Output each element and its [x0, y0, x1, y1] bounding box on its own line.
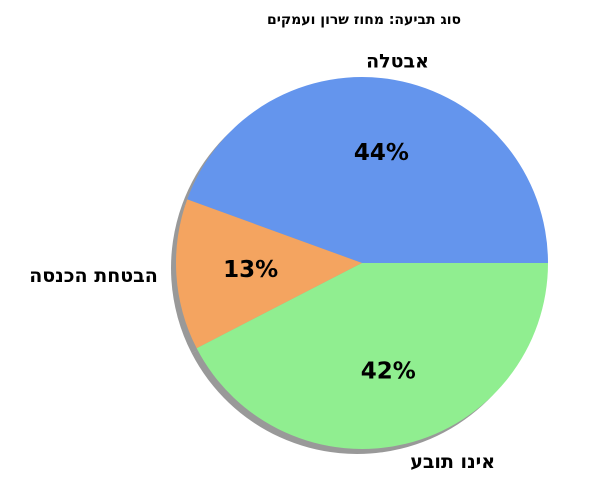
slice-category-label: אינו תובע	[410, 451, 495, 473]
slice-category-label: אבטלה	[366, 51, 429, 73]
pie-slices	[176, 77, 548, 449]
pie-slice-2	[176, 199, 362, 349]
pie-slice-1	[187, 77, 548, 263]
pie-slice-3	[196, 263, 548, 449]
pie-labels: אבטלה 44% הבטחת הכנסה 13% אינו תובע 42%	[29, 51, 495, 473]
slice-percent-label: 44%	[354, 140, 409, 166]
slice-category-label: הבטחת הכנסה	[29, 265, 158, 287]
slice-percent-label: 13%	[223, 257, 278, 283]
slice-percent-label: 42%	[361, 359, 416, 385]
chart-title: סוג תביעה: מחוז שרון ועמקים	[267, 12, 461, 28]
